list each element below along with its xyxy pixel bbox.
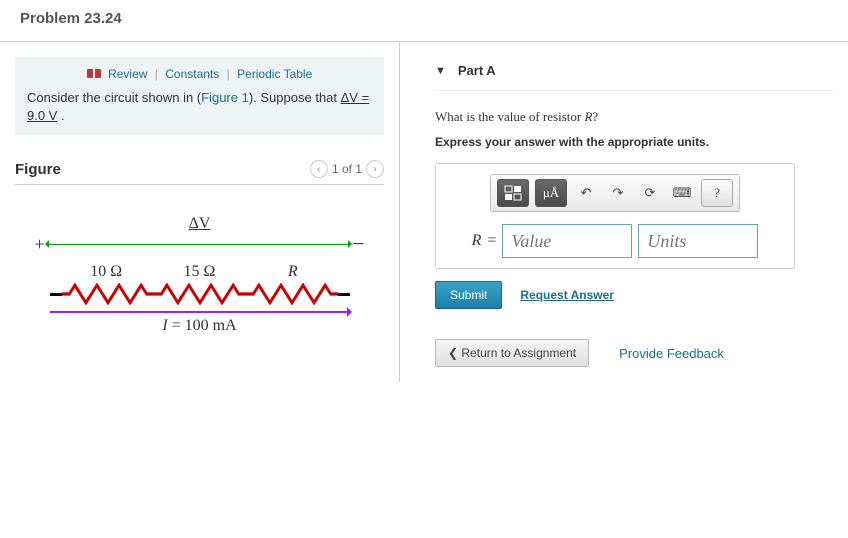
- resistor-1-label: 10 Ω: [60, 263, 153, 281]
- figure-header: Figure ‹ 1 of 1 ›: [15, 160, 384, 185]
- right-column: ▼ Part A What is the value of resistor R…: [400, 42, 848, 382]
- pager-next-button[interactable]: ›: [366, 160, 384, 178]
- answer-var: R: [472, 232, 482, 250]
- answer-panel: μÅ ↶ ↷ ⟳ ⌨ ? R =: [435, 163, 795, 269]
- figure-pager: ‹ 1 of 1 ›: [310, 160, 384, 178]
- templates-icon: [504, 185, 522, 201]
- value-input[interactable]: [502, 224, 632, 258]
- keyboard-button[interactable]: ⌨: [669, 179, 695, 207]
- wire: [338, 293, 350, 296]
- footer-row: ❮ Return to Assignment Provide Feedback: [435, 339, 833, 367]
- current-label: I = 100 mA: [35, 317, 365, 335]
- dv-arrow: [47, 244, 350, 245]
- separator: |: [151, 67, 162, 81]
- book-icon: [87, 69, 101, 79]
- resistor-3-label: R: [246, 263, 339, 281]
- circuit-diagram: ΔV + − 10 Ω 15 Ω R: [35, 215, 365, 355]
- undo-button[interactable]: ↶: [573, 179, 599, 207]
- reset-button[interactable]: ⟳: [637, 179, 663, 207]
- help-button[interactable]: ?: [701, 179, 733, 207]
- figure-heading: Figure: [15, 161, 61, 178]
- resistor-3: [246, 283, 338, 305]
- units-button[interactable]: μÅ: [535, 179, 567, 207]
- pager-prev-button[interactable]: ‹: [310, 160, 328, 178]
- resistor-row: [35, 283, 365, 305]
- units-input[interactable]: [638, 224, 758, 258]
- answer-input-row: R =: [446, 224, 784, 258]
- answer-toolbar: μÅ ↶ ↷ ⟳ ⌨ ?: [490, 174, 740, 212]
- problem-pre: Consider the circuit shown in (: [27, 90, 201, 105]
- figure-link[interactable]: Figure 1: [201, 90, 249, 105]
- redo-button[interactable]: ↷: [605, 179, 631, 207]
- request-answer-link[interactable]: Request Answer: [520, 288, 614, 302]
- collapse-icon: ▼: [435, 65, 446, 77]
- return-button[interactable]: ❮ Return to Assignment: [435, 339, 589, 367]
- separator: |: [223, 67, 234, 81]
- equals-sign: =: [487, 232, 496, 250]
- submit-row: Submit Request Answer: [435, 281, 833, 309]
- periodic-table-link[interactable]: Periodic Table: [237, 67, 312, 81]
- review-link[interactable]: Review: [108, 67, 147, 81]
- question-text: What is the value of resistor R?: [435, 109, 833, 125]
- resistor-2-label: 15 Ω: [153, 263, 246, 281]
- problem-post: ). Suppose that: [249, 90, 341, 105]
- templates-button[interactable]: [497, 179, 529, 207]
- submit-button[interactable]: Submit: [435, 281, 502, 309]
- part-title: Part A: [458, 63, 496, 78]
- resistor-1: [62, 283, 154, 305]
- resource-links: Review | Constants | Periodic Table: [27, 67, 372, 81]
- pager-label: 1 of 1: [332, 162, 362, 176]
- current-arrow: [50, 311, 350, 313]
- constants-link[interactable]: Constants: [165, 67, 219, 81]
- part-header[interactable]: ▼ Part A: [435, 57, 833, 91]
- instruction-text: Express your answer with the appropriate…: [435, 135, 833, 149]
- page-title: Problem 23.24: [20, 10, 828, 27]
- left-column: Review | Constants | Periodic Table Cons…: [0, 42, 400, 382]
- page-header: Problem 23.24: [0, 0, 848, 42]
- resistor-2: [154, 283, 246, 305]
- problem-text: Consider the circuit shown in (Figure 1)…: [27, 89, 372, 125]
- problem-statement-box: Review | Constants | Periodic Table Cons…: [15, 57, 384, 135]
- wire: [50, 293, 62, 296]
- feedback-link[interactable]: Provide Feedback: [619, 346, 724, 361]
- problem-end: .: [57, 108, 64, 123]
